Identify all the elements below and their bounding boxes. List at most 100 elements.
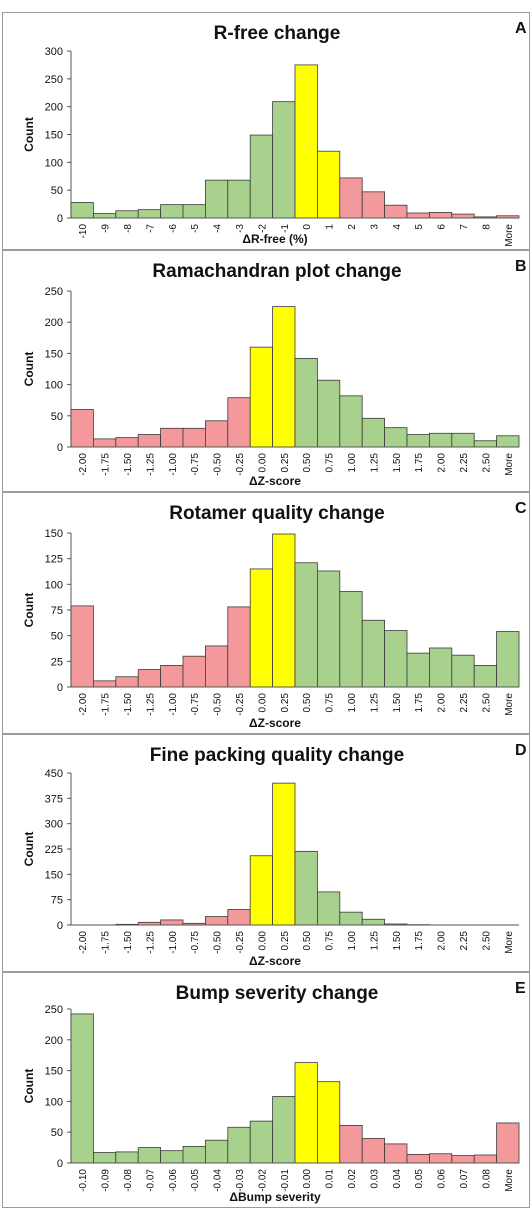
chart-svg: Rotamer quality change C 0 25 50 75 100 125 150 C… — [22, 500, 527, 730]
bar--1 — [272, 101, 296, 219]
x-tick-label: 1.75 — [414, 453, 425, 473]
bar-2.50 — [473, 440, 498, 448]
x-tick-label: 1.00 — [347, 931, 358, 951]
x-tick-label: 0.01 — [325, 1169, 336, 1189]
y-tick-label: 50 — [51, 185, 63, 197]
x-tick-label: -6 — [168, 224, 179, 233]
x-axis-label: ΔZ-score — [249, 954, 301, 968]
y-tick-label: 0 — [57, 213, 63, 225]
x-tick-label: 0.25 — [280, 693, 291, 713]
x-tick-label: 2.50 — [481, 453, 492, 473]
bar-2.00 — [428, 647, 453, 688]
x-tick-label: 0.05 — [414, 1169, 425, 1189]
x-tick-label: 0.02 — [347, 1169, 358, 1189]
x-tick-label: -0.25 — [235, 453, 246, 476]
x-tick-label: -1.75 — [101, 931, 112, 954]
x-tick-label: -2.00 — [78, 931, 89, 954]
x-tick-label: -0.02 — [257, 1169, 268, 1192]
x-tick-label: -0.25 — [235, 693, 246, 716]
x-tick-label: 6 — [437, 224, 448, 230]
bar-1 — [316, 150, 341, 219]
panel-letter: C — [515, 500, 527, 517]
x-tick-label: 7 — [459, 224, 470, 230]
y-tick-label: 150 — [45, 869, 63, 881]
y-axis-label: Count — [22, 1069, 36, 1104]
bar-2.00 — [428, 432, 453, 448]
y-tick-label: 100 — [45, 157, 63, 169]
y-tick-label: 250 — [45, 74, 63, 86]
bar-0.00 — [249, 346, 273, 448]
y-tick-label: 150 — [45, 348, 63, 360]
bar--0.50 — [204, 420, 229, 448]
x-tick-label: -0.06 — [168, 1169, 179, 1192]
y-tick-label: 0 — [57, 1158, 63, 1170]
bar--0.09 — [93, 1152, 117, 1164]
bar-More — [496, 435, 520, 448]
x-tick-label: -1.50 — [123, 931, 134, 954]
x-tick-label: 8 — [481, 224, 492, 230]
x-tick-label: -0.50 — [213, 931, 224, 954]
chart-svg: R-free change A050100150200250300Count-10… — [22, 20, 527, 247]
x-tick-label: -8 — [123, 224, 134, 233]
bar--1.75 — [93, 438, 117, 448]
x-tick-label: 0.25 — [280, 931, 291, 951]
bar--3 — [227, 179, 251, 219]
bar--0.02 — [249, 1120, 273, 1164]
bar--6 — [160, 204, 184, 219]
x-tick-label: -0.09 — [101, 1169, 112, 1192]
x-tick-label: 1.50 — [392, 453, 403, 473]
bar--0.75 — [182, 427, 206, 448]
bar--9 — [93, 213, 117, 219]
y-axis-label: Count — [22, 352, 36, 387]
bar-0.75 — [316, 570, 341, 688]
x-tick-label: -1.00 — [168, 931, 179, 954]
bar--0.25 — [227, 606, 251, 688]
bar-0.75 — [316, 379, 341, 448]
chart-svg: Ramachandran plot change B 0 50 100 150 200 250… — [22, 258, 527, 488]
x-tick-label: 1.50 — [392, 931, 403, 951]
x-tick-label: -1.25 — [145, 931, 156, 954]
bar-0.25 — [272, 782, 296, 926]
x-tick-label: 0.07 — [459, 1169, 470, 1189]
x-tick-label: -0.75 — [190, 931, 201, 954]
panel-letter: D — [515, 742, 527, 759]
x-tick-label: 0.00 — [257, 693, 268, 713]
bar--0.75 — [182, 655, 206, 688]
y-tick-label: 50 — [51, 1127, 63, 1139]
chart-panel-d: Fine packing quality change D 0 75 150 225 300… — [2, 734, 530, 972]
bar--1.25 — [137, 669, 161, 688]
x-tick-label: 0.50 — [302, 453, 313, 473]
x-tick-label: -0.25 — [235, 931, 246, 954]
bar--0.25 — [227, 909, 251, 926]
bar-0.02 — [339, 1125, 363, 1164]
bar-0.75 — [316, 891, 341, 926]
x-tick-label: 1.25 — [369, 931, 380, 951]
x-tick-label: 5 — [414, 224, 425, 230]
x-tick-label: -0.50 — [213, 693, 224, 716]
bar--7 — [137, 209, 161, 219]
x-tick-label: 2.00 — [437, 931, 448, 951]
y-axis-label: Count — [22, 832, 36, 867]
bar-7 — [451, 213, 475, 219]
x-tick-label: 1.25 — [369, 453, 380, 473]
x-tick-label: -1.25 — [145, 693, 156, 716]
x-tick-label: -1.25 — [145, 453, 156, 476]
y-tick-label: 0 — [57, 920, 63, 932]
x-tick-label: -2.00 — [78, 693, 89, 716]
chart-svg: Bump severity change E 0 50 100 150 200 250 Coun… — [22, 980, 526, 1204]
bar-2 — [339, 177, 363, 219]
x-tick-label: 1.50 — [392, 693, 403, 713]
x-tick-label: More — [504, 1169, 515, 1192]
x-tick-label: 2.25 — [459, 931, 470, 951]
bar-0.00 — [294, 1062, 318, 1164]
x-tick-label: 1.00 — [347, 693, 358, 713]
x-tick-label: 3 — [369, 224, 380, 230]
bar--8 — [115, 210, 139, 219]
x-tick-label: 0.03 — [369, 1169, 380, 1189]
x-tick-label: 1.75 — [414, 931, 425, 951]
bar-3 — [361, 191, 386, 219]
bar-1.75 — [406, 434, 430, 448]
chart-panel-c: Rotamer quality change C 0 25 50 75 100 125 150 C… — [2, 492, 530, 734]
bar-0.00 — [249, 855, 273, 926]
bar-0.50 — [294, 562, 318, 688]
